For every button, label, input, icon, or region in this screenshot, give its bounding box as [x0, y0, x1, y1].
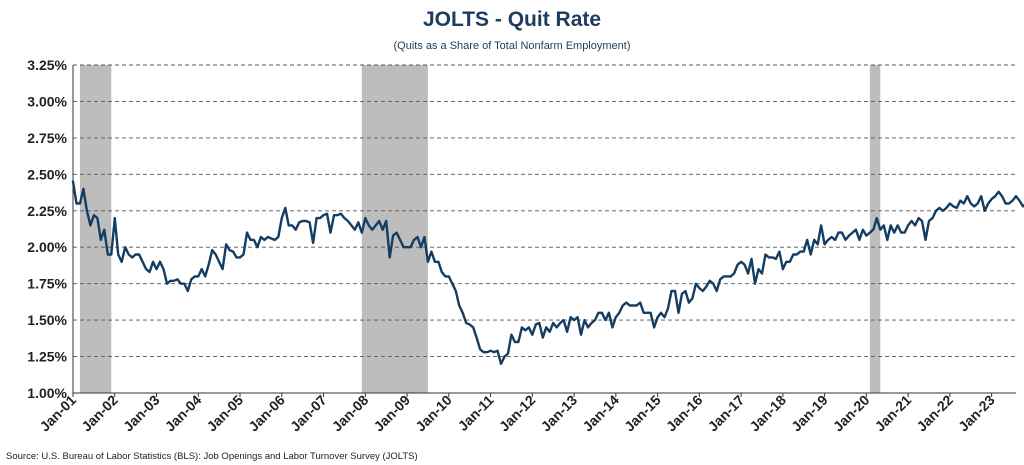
- x-tick-labels: Jan-01 Jan-02 Jan-03 Jan-04 Jan-05 Jan-06 Jan-…: [36, 392, 997, 435]
- y-tick-label: 2.00%: [27, 239, 67, 255]
- chart-title: JOLTS - Quit Rate: [422, 8, 602, 31]
- x-tick-label: Jan-10: [412, 392, 455, 435]
- y-tick-labels: 1.00% 1.25% 1.50% 1.75% 2.00% 2.25% 2.50% 2.75%…: [27, 57, 67, 401]
- gridlines: [73, 64, 1016, 358]
- x-tick-label: Jan-07: [287, 392, 330, 435]
- x-tick-label: Jan-09: [370, 392, 413, 435]
- y-tick-label: 1.25%: [27, 349, 67, 365]
- x-tick-label: Jan-16: [663, 392, 706, 435]
- y-tick-label: 3.00%: [27, 93, 67, 109]
- x-tick-label: Jan-05: [203, 392, 246, 435]
- x-tick-label: Jan-06: [245, 392, 288, 435]
- recession-band-1: [79, 65, 112, 393]
- x-tick-label: Jan-18: [746, 392, 789, 435]
- axes: [72, 65, 1016, 394]
- x-tick-label: Jan-04: [162, 392, 205, 435]
- x-tick-label: Jan-22: [913, 392, 956, 435]
- x-tick-label: Jan-20: [830, 392, 873, 435]
- chart-subtitle: (Quits as a Share of Total Nonfarm Emplo…: [393, 40, 631, 52]
- line-chart: 1.00% 1.25% 1.50% 1.75% 2.00% 2.25% 2.50% 2.75%…: [27, 57, 1024, 435]
- x-tick-label: Jan-17: [705, 392, 748, 435]
- x-tick-label: Jan-11: [455, 392, 497, 434]
- x-tick-label: Jan-03: [120, 392, 163, 435]
- y-tick-label: 2.25%: [27, 203, 67, 219]
- x-tick-label: Jan-08: [329, 392, 372, 435]
- x-tick-label: Jan-02: [78, 392, 121, 435]
- x-tick-label: Jan-13: [538, 392, 581, 435]
- recession-band-3: [869, 65, 881, 393]
- x-tick-label: Jan-23: [955, 392, 998, 435]
- x-tick-label: Jan-19: [788, 392, 831, 435]
- x-tick-label: Jan-21: [872, 392, 915, 435]
- x-tick-label: Jan-12: [496, 392, 539, 435]
- y-tick-label: 2.75%: [27, 130, 67, 146]
- series-line-layer: [71, 180, 1024, 365]
- y-tick-label: 1.00%: [27, 385, 67, 401]
- quit-rate-series-line: [71, 180, 1024, 365]
- y-tick-label: 2.50%: [27, 166, 67, 182]
- x-tick-label: Jan-15: [621, 392, 664, 435]
- y-tick-label: 3.25%: [27, 57, 67, 73]
- y-tick-label: 1.75%: [27, 276, 67, 292]
- source-note: Source: U.S. Bureau of Labor Statistics …: [6, 451, 418, 462]
- recession-bands: [79, 65, 881, 393]
- y-tick-label: 1.50%: [27, 312, 67, 328]
- x-tick-label: Jan-14: [579, 392, 622, 435]
